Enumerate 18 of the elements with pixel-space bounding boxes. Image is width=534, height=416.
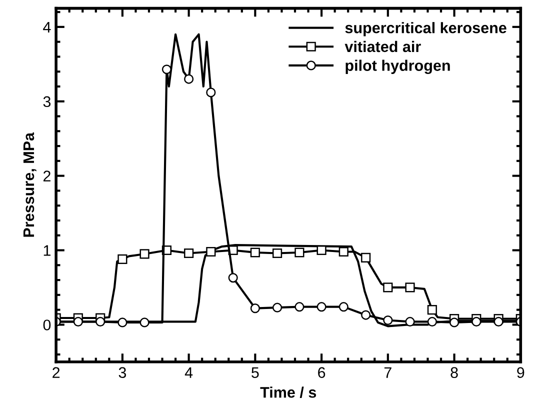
x-tick-label: 4 xyxy=(184,367,193,378)
y-tick-label: 0 xyxy=(43,320,51,330)
x-tick-label: 7 xyxy=(384,367,392,378)
y-tick-label: 3 xyxy=(43,96,51,108)
legend-label: supercritical kerosene xyxy=(345,22,506,36)
y-tick-label: 1 xyxy=(44,245,50,256)
y-axis-title: Pressure, MPa xyxy=(23,132,36,237)
y-tick-label: 2 xyxy=(43,170,50,182)
x-tick-label: 3 xyxy=(118,367,126,378)
x-tick-label: 8 xyxy=(450,367,458,378)
x-tick-label: 6 xyxy=(318,367,326,378)
y-tick-label: 4 xyxy=(43,22,51,32)
x-tick-label: 5 xyxy=(252,367,259,378)
x-axis-title: Time / s xyxy=(260,386,316,398)
x-tick-label: 9 xyxy=(517,367,524,378)
x-tick-label: 2 xyxy=(52,367,60,378)
legend-label: pilot hydrogen xyxy=(346,60,450,74)
legend-label: vitiated air xyxy=(344,40,421,52)
